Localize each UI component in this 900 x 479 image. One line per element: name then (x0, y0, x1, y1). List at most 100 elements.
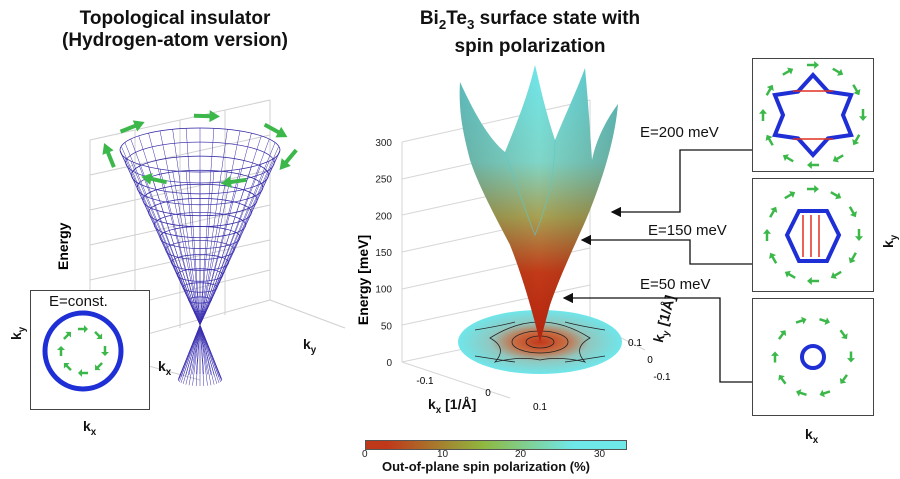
panel-50mev (752, 298, 874, 416)
spin-arrow-200-shaft (765, 87, 772, 96)
cone-generator (199, 128, 215, 326)
left-title-line2: (Hydrogen-atom version) (62, 30, 288, 51)
spin-arrow-150-head (784, 270, 791, 278)
spin-arrow-50-head (839, 377, 847, 384)
right-ky-sub: y (888, 234, 900, 241)
lower-cone-generator (199, 324, 208, 375)
spin-arrow-200-head (759, 109, 767, 114)
lower-cone-generator (180, 324, 201, 378)
spin-arrow-200-head (807, 161, 812, 169)
spin-arrow-200-head (766, 84, 774, 91)
lower-cone-generator (199, 324, 212, 375)
inset-kx-text: k (83, 418, 91, 434)
left-title: Topological insulator (Hydrogen-atom ver… (25, 8, 325, 52)
cone-generator (199, 168, 241, 326)
lower-cone-generator (185, 324, 201, 376)
spin-arrow-200-head (852, 139, 860, 146)
energy-label-150: E=150 meV (648, 222, 727, 239)
energy-tick-label: 200 (375, 211, 392, 222)
spin-arrows-200 (759, 61, 867, 169)
colorbar-tick-20: 20 (515, 449, 527, 460)
left-ky-sub: y (310, 344, 317, 356)
spin-arrows-50 (771, 316, 855, 398)
spin-arrow-150-head (814, 185, 819, 193)
right-ky-text: k (880, 240, 896, 248)
ky-tick-pos: 0.1 (628, 338, 642, 349)
lower-cone-generator (192, 324, 201, 386)
spin-arrow-200-head (765, 134, 773, 141)
cone-generator (199, 153, 280, 326)
connector-50 (562, 292, 752, 383)
rim-spin-arrow-head (102, 142, 114, 155)
cone-shading (459, 65, 618, 342)
cone-generator (199, 135, 262, 326)
inset-arrow-head (96, 333, 103, 339)
cone-generator (130, 160, 201, 326)
inset-arrow-shaft (65, 364, 72, 371)
kx-tick-zero: 0 (485, 388, 491, 399)
cone-generator (120, 146, 201, 326)
rim-spin-arrow-shaft (148, 176, 168, 185)
inset-arrow-head (65, 331, 71, 338)
cone-generator (199, 129, 228, 326)
inset-arrow-head (84, 325, 88, 333)
colorbar-tick-0: 0 (362, 449, 368, 460)
inset-arrow-shaft (63, 333, 70, 340)
cone-generator (199, 130, 241, 326)
cone-generator (199, 171, 215, 326)
rim-spin-arrow-head (209, 110, 220, 123)
middle-title-line2: spin polarization (454, 35, 606, 57)
spin-arrow-50-shaft (822, 390, 831, 396)
colorbar-tick-10: 10 (437, 449, 449, 460)
cone-generator (119, 149, 201, 326)
nesting-vectors-150 (802, 215, 820, 257)
panel-200mev (752, 58, 874, 172)
spin-arrow-200-shaft (782, 69, 791, 76)
rim-spin-arrow-shaft (228, 177, 247, 185)
spin-arrow-50-shaft (841, 374, 848, 382)
energy-tick-label: 50 (381, 321, 393, 332)
panel-50-plot (771, 316, 855, 398)
cone-generator (199, 133, 252, 326)
spin-arrow-200-shaft (835, 154, 844, 161)
spin-arrow-50-shaft (795, 318, 804, 324)
spin-arrow-50-head (778, 374, 785, 381)
energy-tick-label: 250 (375, 175, 392, 186)
lower-cone-generator (188, 324, 201, 375)
kx-tick-pos: 0.1 (533, 402, 547, 413)
colorbar-tick-30: 30 (594, 449, 606, 460)
inset-arrow-shaft (94, 331, 101, 338)
panel-150-plot (763, 185, 863, 285)
connector-150 (580, 234, 752, 265)
inset-circle-plot (42, 310, 124, 392)
lower-cone-generator (199, 324, 222, 380)
spin-arrow-200-shaft (785, 156, 794, 163)
spin-arrow-50-head (801, 316, 807, 325)
hexagonal-fermi-contour (784, 209, 842, 263)
title-bi: Bi (419, 8, 439, 29)
middle-title: Bi2Te3 surface state with spin polarizat… (380, 8, 680, 58)
cone-generator (199, 142, 276, 326)
spin-arrow-50-head (847, 358, 855, 363)
left-title-line1: Topological insulator (79, 8, 271, 29)
spin-arrow-150-shaft (784, 192, 793, 200)
spin-arrow-150-shaft (833, 270, 842, 278)
spin-arrow-150-shaft (787, 272, 796, 279)
spin-arrow-150-shaft (850, 252, 857, 261)
cone-generator (148, 133, 201, 326)
title-bi-sub: 2 (438, 16, 447, 32)
cone-ridge (504, 139, 556, 237)
lower-cone-generator (195, 324, 201, 375)
spin-arrow-150-head (849, 211, 857, 218)
rim-spin-arrow-shaft (263, 122, 282, 136)
title-rest: surface state with (474, 8, 641, 29)
spin-arrow-150-head (789, 191, 796, 199)
rim-spin-arrow-head (220, 176, 232, 188)
left-energy-label: Energy (55, 222, 71, 270)
panel-150mev (752, 178, 874, 292)
spin-arrow-150-head (830, 271, 837, 279)
spin-arrows-rim (102, 110, 298, 188)
middle-title-line1: Bi2Te3 surface state with (380, 8, 680, 36)
spin-arrow-150-head (770, 206, 778, 213)
